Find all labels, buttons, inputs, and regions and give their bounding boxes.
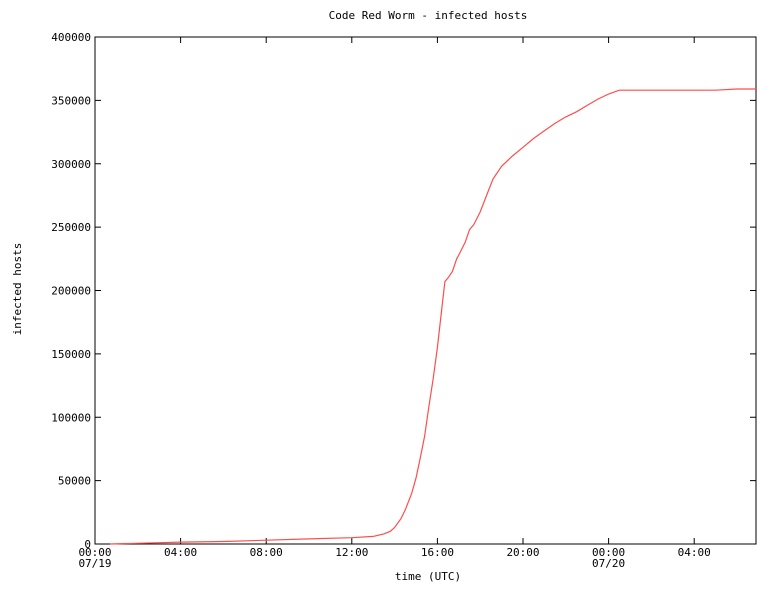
series-layer xyxy=(109,88,756,545)
y-axis-label: infected hosts xyxy=(11,243,24,336)
plot-area-frame xyxy=(94,36,757,545)
x-tick-sublabel: 07/19 xyxy=(78,557,111,570)
x-tick-label: 12:00 xyxy=(335,546,368,559)
axis-ticks: 0 50000 100000 150000 200000 250000 300000 3500… xyxy=(51,31,756,570)
chart-title: Code Red Worm - infected hosts xyxy=(329,9,528,22)
y-tick-label: 50000 xyxy=(58,475,91,488)
series-line-infected-hosts xyxy=(109,88,756,545)
y-tick-label: 300000 xyxy=(51,158,91,171)
x-tick-label: 16:00 xyxy=(421,546,454,559)
y-tick-label: 400000 xyxy=(51,31,91,44)
x-tick-label: 04:00 xyxy=(164,546,197,559)
y-tick-label: 350000 xyxy=(51,94,91,107)
y-tick-label: 200000 xyxy=(51,285,91,298)
x-tick-label: 00:00 xyxy=(78,546,111,559)
y-tick-label: 100000 xyxy=(51,411,91,424)
y-tick-label: 150000 xyxy=(51,348,91,361)
x-tick-label: 00:00 xyxy=(592,546,625,559)
x-tick-label: 20:00 xyxy=(506,546,539,559)
y-tick-label: 250000 xyxy=(51,221,91,234)
x-tick-label: 08:00 xyxy=(250,546,283,559)
x-tick-sublabel: 07/20 xyxy=(592,557,625,570)
y-tick-label: 0 xyxy=(84,538,91,551)
x-tick-label: 04:00 xyxy=(678,546,711,559)
x-axis-label: time (UTC) xyxy=(395,570,461,583)
